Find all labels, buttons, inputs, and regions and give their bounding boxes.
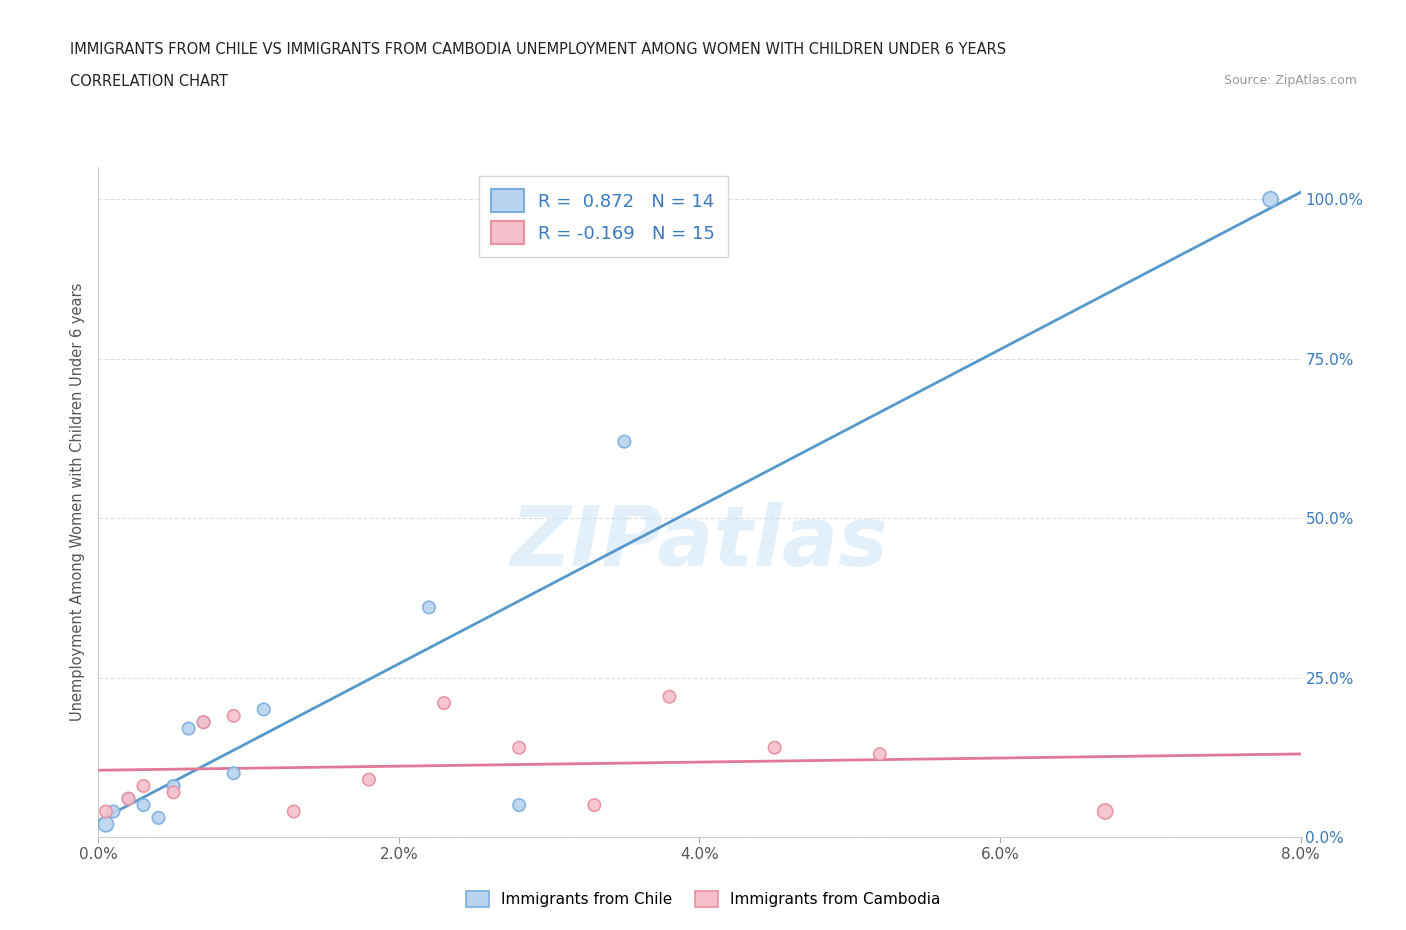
Point [132,798,155,813]
Point [162,778,184,793]
Text: IMMIGRANTS FROM CHILE VS IMMIGRANTS FROM CAMBODIA UNEMPLOYMENT AMONG WOMEN WITH : IMMIGRANTS FROM CHILE VS IMMIGRANTS FROM… [70,42,1007,57]
Text: CORRELATION CHART: CORRELATION CHART [70,74,228,89]
Text: Source: ZipAtlas.com: Source: ZipAtlas.com [1223,74,1357,87]
Point [1260,192,1282,206]
Point [1094,804,1116,819]
Point [658,689,681,704]
Text: ZIPatlas: ZIPatlas [510,502,889,583]
Y-axis label: Unemployment Among Women with Children Under 6 years: Unemployment Among Women with Children U… [70,283,86,722]
Point [418,600,440,615]
Point [117,791,139,806]
Point [763,740,786,755]
Point [193,715,215,730]
Point [433,696,456,711]
Point [869,747,891,762]
Point [177,721,200,736]
Legend: R =  0.872   N = 14, R = -0.169   N = 15: R = 0.872 N = 14, R = -0.169 N = 15 [479,177,728,257]
Point [103,804,125,819]
Point [117,791,139,806]
Point [222,765,245,780]
Point [193,715,215,730]
Point [283,804,305,819]
Point [613,434,636,449]
Point [583,798,606,813]
Point [508,798,530,813]
Point [162,785,184,800]
Legend: Immigrants from Chile, Immigrants from Cambodia: Immigrants from Chile, Immigrants from C… [460,884,946,913]
Point [253,702,276,717]
Point [94,817,117,831]
Point [508,740,530,755]
Point [148,810,170,825]
Point [132,778,155,793]
Point [222,709,245,724]
Point [357,772,380,787]
Point [94,804,117,819]
